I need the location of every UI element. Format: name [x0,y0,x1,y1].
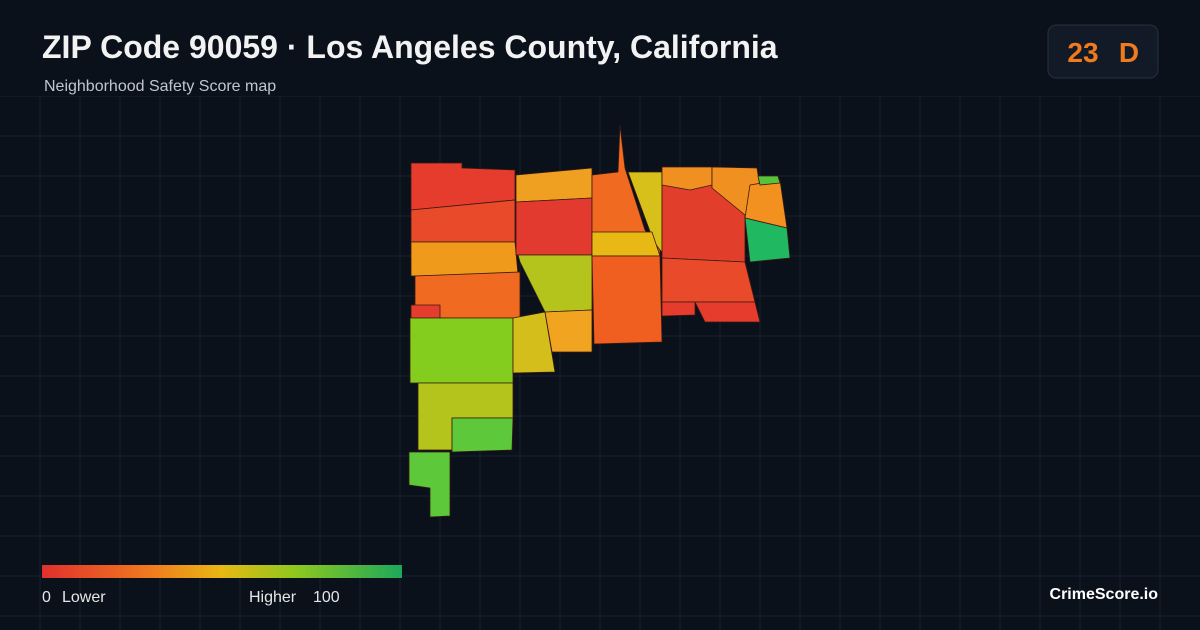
area [544,309,593,353]
area [451,417,514,453]
score-badge [1047,24,1159,79]
zip-map [408,124,791,518]
score: 23 [1067,37,1098,68]
area [591,231,661,257]
area [661,166,713,191]
legend-max-label: Higher [249,589,297,606]
area [661,257,756,303]
legend-min: 0 [42,589,51,606]
area [410,304,441,319]
legend-max: 100 [313,589,340,606]
area [694,301,761,323]
area [591,255,663,345]
area [512,311,556,374]
legend-gradient [42,565,402,578]
area [410,241,519,277]
area [661,301,696,317]
area [744,217,791,263]
brand: CrimeScore.io [1050,586,1159,603]
grade: D [1119,37,1139,68]
legend-min-label: Lower [62,589,106,606]
area [757,175,781,186]
area [515,197,593,256]
title: ZIP Code 90059 · Los Angeles County, Cal… [42,29,778,65]
area [409,317,514,384]
area [408,451,451,518]
subtitle: Neighborhood Safety Score map [44,78,276,95]
grid [0,95,1200,630]
header-band [0,0,1200,96]
